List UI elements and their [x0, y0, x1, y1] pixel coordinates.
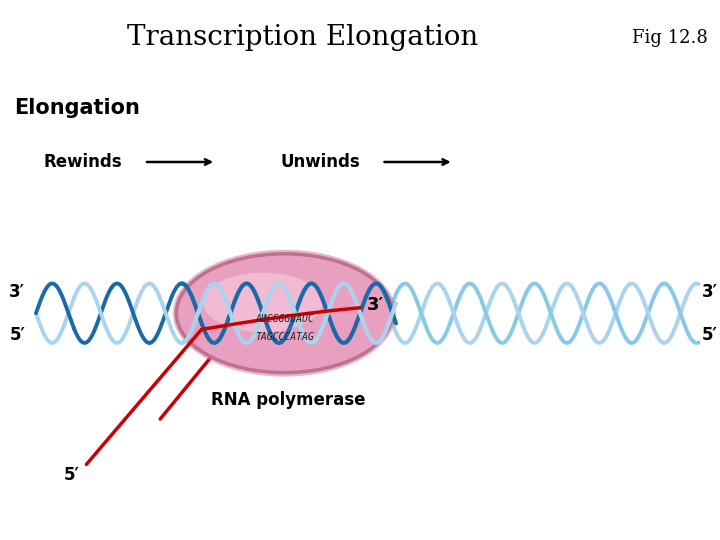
Text: 3′: 3′ — [367, 296, 384, 314]
Text: Elongation: Elongation — [14, 98, 140, 118]
Text: 3′: 3′ — [9, 282, 25, 301]
Text: Fig 12.8: Fig 12.8 — [631, 29, 708, 47]
Ellipse shape — [203, 273, 323, 332]
Text: Transcription Elongation: Transcription Elongation — [127, 24, 478, 51]
Ellipse shape — [173, 249, 396, 377]
Ellipse shape — [176, 254, 392, 373]
Text: 3′: 3′ — [702, 282, 718, 301]
Text: Rewinds: Rewinds — [44, 153, 122, 171]
Text: 5′: 5′ — [9, 326, 25, 344]
Text: 5′: 5′ — [702, 326, 718, 344]
Text: TAGCCCATAG: TAGCCCATAG — [255, 333, 314, 342]
Text: RNA polymerase: RNA polymerase — [211, 390, 365, 409]
Text: Unwinds: Unwinds — [280, 153, 360, 171]
Text: AUCGGGUAUC: AUCGGGUAUC — [255, 314, 314, 323]
Text: 5′: 5′ — [64, 466, 80, 484]
